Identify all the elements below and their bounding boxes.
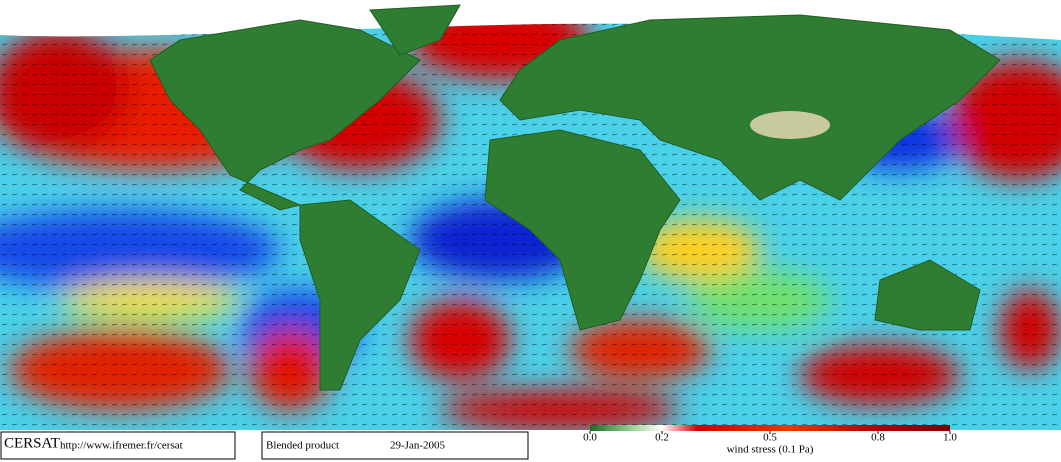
australia <box>874 259 981 331</box>
map-area <box>0 0 1061 430</box>
africa <box>484 129 681 331</box>
south-america <box>299 199 421 391</box>
colorbar-tick-label: 0.2 <box>655 432 669 444</box>
north-america <box>149 19 421 211</box>
tibet-plateau <box>750 111 830 139</box>
credit-box <box>0 431 236 460</box>
colorbar-tick-label: 1.0 <box>943 432 957 444</box>
colorbar-tick-label: 0.0 <box>583 432 597 444</box>
colorbar-label: wind stress (0.1 Pa) <box>727 444 814 456</box>
greenland <box>369 4 461 56</box>
date: 29-Jan-2005 <box>390 440 445 452</box>
logo: CERSAT <box>4 435 60 451</box>
product: Blended product <box>266 440 339 452</box>
url: http://www.ifremer.fr/cersat <box>60 440 183 452</box>
product-box <box>261 431 529 460</box>
colorbar <box>590 425 950 431</box>
colorbar-tick-label: 0.8 <box>871 432 885 444</box>
colorbar-tick-label: 0.5 <box>763 432 777 444</box>
eurasia <box>499 14 1001 201</box>
